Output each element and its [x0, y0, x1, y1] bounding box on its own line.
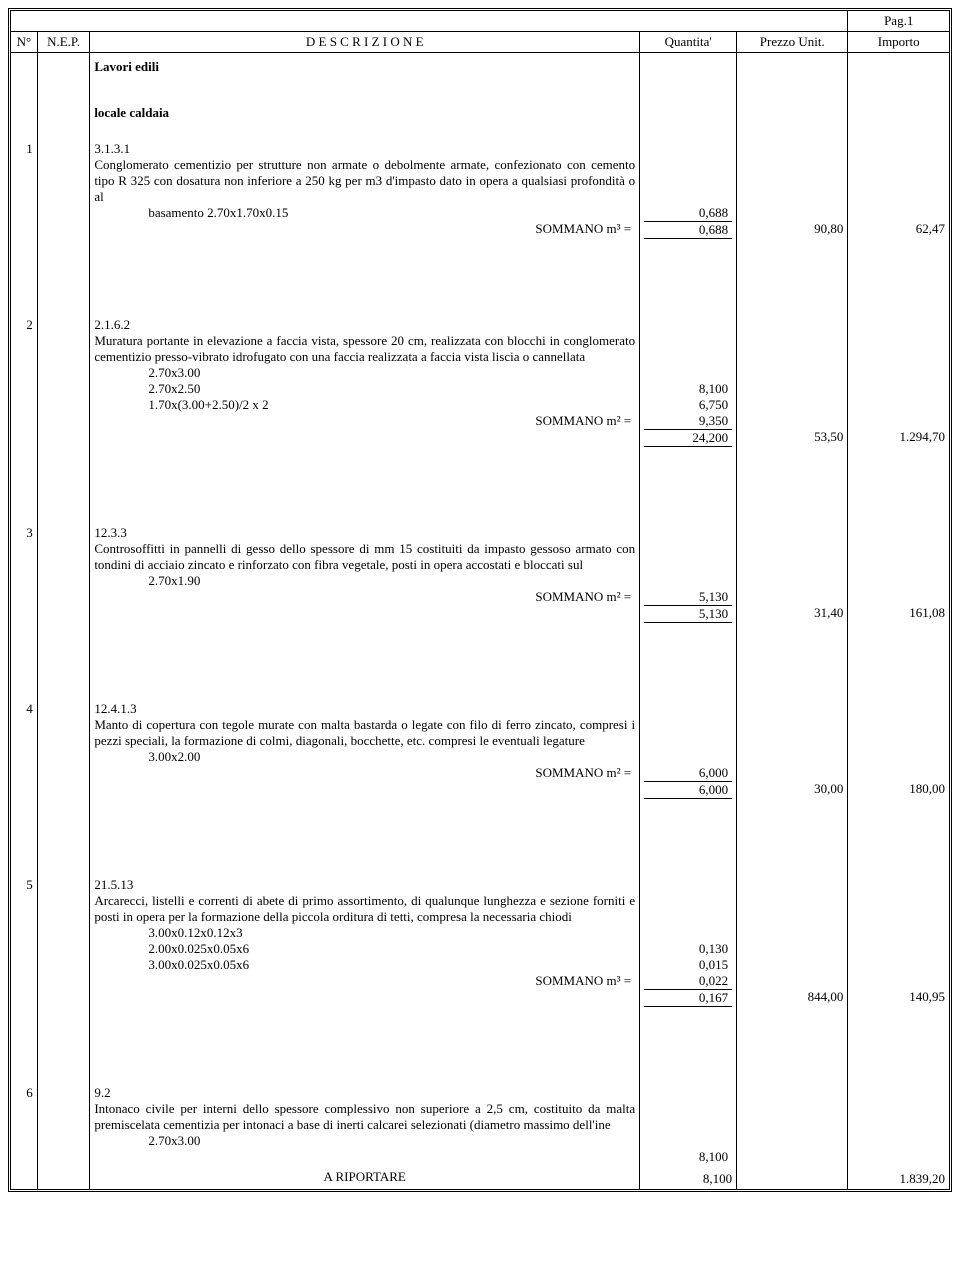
item-price: 31,40 — [737, 523, 848, 625]
sommano-label: SOMMANO m² = — [535, 765, 631, 781]
item-price — [737, 1083, 848, 1167]
carry-imp: 1.839,20 — [848, 1167, 949, 1189]
calc-line: 3.00x0.025x0.05x6 — [94, 957, 635, 973]
item-nep — [37, 1083, 90, 1167]
item-number: 2 — [11, 315, 37, 449]
calc-line: 2.00x0.025x0.05x6 — [94, 941, 635, 957]
calc-line: 2.70x1.90 — [94, 573, 635, 589]
items-body: 1 3.1.3.1Conglomerato cementizio per stru… — [11, 139, 949, 1167]
calc-value: 9,350 — [644, 413, 732, 429]
item-qty: 8,100 — [640, 1083, 737, 1167]
item-importo: 140,95 — [848, 875, 949, 1009]
sum-value: 24,200 — [644, 429, 732, 447]
item-code: 3.1.3.1 — [94, 141, 635, 157]
item-nep — [37, 315, 90, 449]
col-header-nep: N.E.P. — [37, 32, 90, 53]
page-frame: Pag.1 N° N.E.P. D E S C R I Z I O N E Qu… — [8, 8, 952, 1192]
item-number: 1 — [11, 139, 37, 241]
sommano-label: SOMMANO m³ = — [535, 221, 631, 237]
col-header-imp: Importo — [848, 32, 949, 53]
item-description: 12.3.3Controsoffitti in pannelli di gess… — [90, 523, 640, 625]
calc-value: 0,130 — [644, 941, 732, 957]
item-importo: 180,00 — [848, 699, 949, 801]
item-description: 21.5.13Arcarecci, listelli e correnti di… — [90, 875, 640, 1009]
item-nep — [37, 523, 90, 625]
item-qty: 0,6880,688 — [640, 139, 737, 241]
item-qty: 8,1006,7509,35024,200 — [640, 315, 737, 449]
item-description: 9.2Intonaco civile per interni dello spe… — [90, 1083, 640, 1167]
col-header-n: N° — [11, 32, 37, 53]
item-nep — [37, 139, 90, 241]
item-number: 3 — [11, 523, 37, 625]
item-importo: 161,08 — [848, 523, 949, 625]
bill-table: Pag.1 N° N.E.P. D E S C R I Z I O N E Qu… — [11, 11, 949, 1189]
item-code: 12.3.3 — [94, 525, 635, 541]
calc-line: 2.70x3.00 — [94, 365, 635, 381]
calc-value: 8,100 — [644, 381, 732, 397]
item-code: 2.1.6.2 — [94, 317, 635, 333]
item-importo — [848, 1083, 949, 1167]
col-header-qty: Quantita' — [640, 32, 737, 53]
calc-value: 0,015 — [644, 957, 732, 973]
sommano-label: SOMMANO m² = — [535, 413, 631, 429]
item-description: 2.1.6.2Muratura portante in elevazione a… — [90, 315, 640, 449]
calc-value: 0,688 — [644, 205, 732, 221]
item-price: 90,80 — [737, 139, 848, 241]
item-qty: 5,1305,130 — [640, 523, 737, 625]
calc-line: 3.00x2.00 — [94, 749, 635, 765]
sommano-label: SOMMANO m³ = — [535, 973, 631, 989]
calc-value: 6,750 — [644, 397, 732, 413]
item-number: 4 — [11, 699, 37, 801]
sum-value: 6,000 — [644, 781, 732, 799]
carry-label: A RIPORTARE — [90, 1167, 640, 1189]
item-text: Controsoffitti in pannelli di gesso dell… — [94, 541, 635, 573]
calc-line: 3.00x0.12x0.12x3 — [94, 925, 635, 941]
item-text: Muratura portante in elevazione a faccia… — [94, 333, 635, 365]
item-code: 21.5.13 — [94, 877, 635, 893]
calc-value: 5,130 — [644, 589, 732, 605]
col-header-price: Prezzo Unit. — [737, 32, 848, 53]
item-text: Conglomerato cementizio per strutture no… — [94, 157, 635, 205]
item-code: 12.4.1.3 — [94, 701, 635, 717]
sum-value: 0,167 — [644, 989, 732, 1007]
calc-line: 2.70x2.50 — [94, 381, 635, 397]
carry-qty: 8,100 — [640, 1167, 737, 1189]
item-importo: 62,47 — [848, 139, 949, 241]
section-subtitle: locale caldaia — [94, 75, 635, 121]
item-qty: 6,0006,000 — [640, 699, 737, 801]
item-text: Manto di copertura con tegole murate con… — [94, 717, 635, 749]
item-nep — [37, 699, 90, 801]
sum-value: 0,688 — [644, 221, 732, 239]
calc-value: 0,022 — [644, 973, 732, 989]
item-price: 53,50 — [737, 315, 848, 449]
calc-line: basamento 2.70x1.70x0.15 — [94, 205, 635, 221]
calc-line: 2.70x3.00 — [94, 1133, 635, 1149]
sommano-label: SOMMANO m² = — [535, 589, 631, 605]
calc-value: 8,100 — [644, 1149, 732, 1165]
calc-line: 1.70x(3.00+2.50)/2 x 2 — [94, 397, 635, 413]
item-qty: 0,1300,0150,0220,167 — [640, 875, 737, 1009]
item-number: 6 — [11, 1083, 37, 1167]
col-header-desc: D E S C R I Z I O N E — [90, 32, 640, 53]
item-nep — [37, 875, 90, 1009]
item-description: 3.1.3.1Conglomerato cementizio per strut… — [90, 139, 640, 241]
page-number: Pag.1 — [848, 11, 949, 32]
item-importo: 1.294,70 — [848, 315, 949, 449]
section-title: Lavori edili — [94, 55, 635, 75]
item-description: 12.4.1.3Manto di copertura con tegole mu… — [90, 699, 640, 801]
item-price: 844,00 — [737, 875, 848, 1009]
item-code: 9.2 — [94, 1085, 635, 1101]
item-price: 30,00 — [737, 699, 848, 801]
calc-value: 6,000 — [644, 765, 732, 781]
sum-value: 5,130 — [644, 605, 732, 623]
item-number: 5 — [11, 875, 37, 1009]
item-text: Intonaco civile per interni dello spesso… — [94, 1101, 635, 1133]
item-text: Arcarecci, listelli e correnti di abete … — [94, 893, 635, 925]
